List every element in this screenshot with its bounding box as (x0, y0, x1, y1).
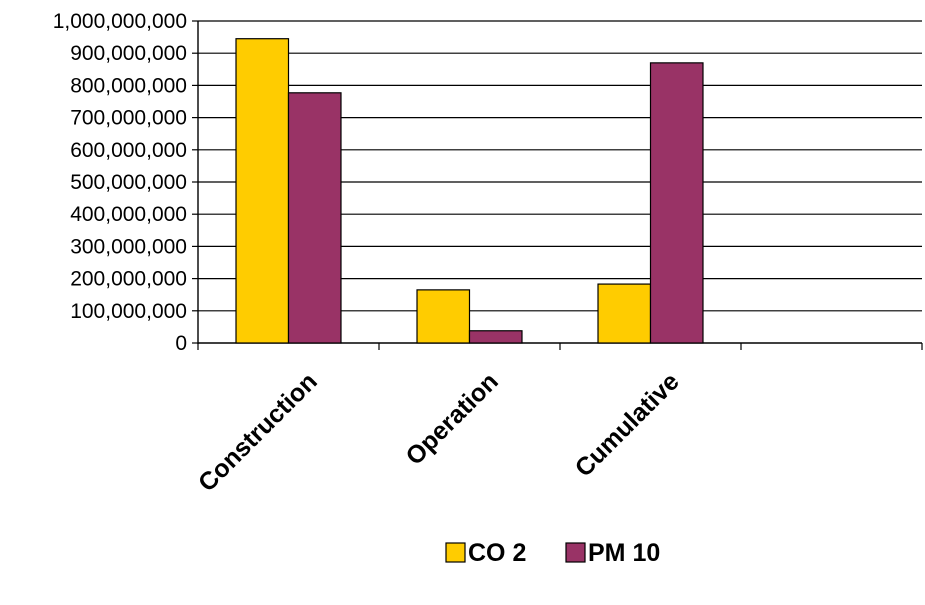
y-tick-label: 500,000,000 (70, 171, 187, 194)
bars (235, 38, 704, 344)
y-tick-label: 1,000,000,000 (53, 10, 187, 33)
legend-label: PM 10 (588, 539, 660, 567)
legend: CO 2 PM 10 (445, 539, 660, 567)
x-category-label: Construction (193, 367, 323, 497)
bar-co2-operation (416, 289, 471, 344)
axes (192, 20, 923, 350)
bar-pm10-construction (287, 92, 342, 344)
y-tick-label: 900,000,000 (70, 42, 187, 65)
x-category-label: Operation (400, 367, 503, 470)
y-tick-label: 800,000,000 (70, 74, 187, 97)
legend-label: CO 2 (468, 539, 526, 567)
x-category-label: Cumulative (570, 367, 685, 482)
y-tick-label: 700,000,000 (70, 107, 187, 130)
y-tick-label: 0 (175, 332, 187, 355)
y-tick-label: 100,000,000 (70, 300, 187, 323)
legend-swatch-0 (445, 542, 466, 563)
bar-pm10-cumulative (649, 62, 704, 344)
y-tick-label: 300,000,000 (70, 235, 187, 258)
bar-co2-construction (235, 38, 290, 344)
legend-swatch-1 (565, 542, 586, 563)
y-tick-label: 600,000,000 (70, 139, 187, 162)
bar-co2-cumulative (597, 283, 652, 344)
y-tick-label: 400,000,000 (70, 203, 187, 226)
bar-pm10-operation (468, 330, 523, 344)
y-tick-label: 200,000,000 (70, 268, 187, 291)
x-category-labels: Construction Operation Cumulative (193, 367, 685, 497)
y-tick-labels: 0 100,000,000 200,000,000 300,000,000 400,00… (53, 10, 187, 355)
